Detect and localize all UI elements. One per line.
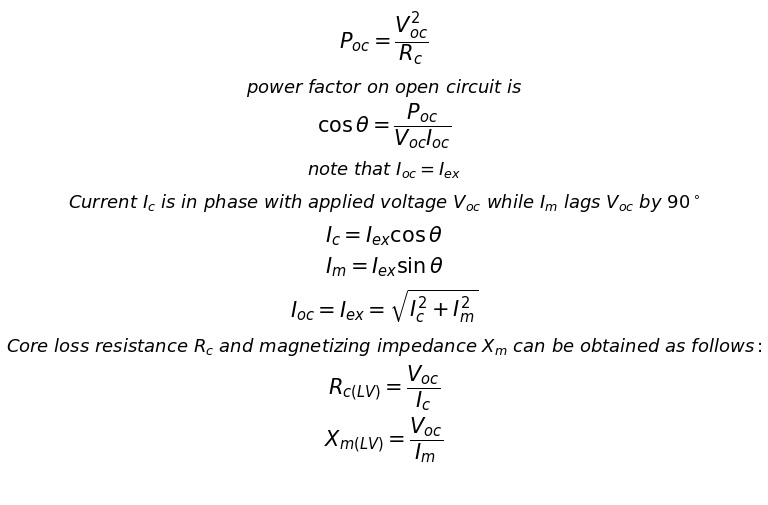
Text: $\it{Core\ loss\ resistance\ }R_c\it{\ and\ magnetizing\ impedance\ }X_m\it{\ ca: $\it{Core\ loss\ resistance\ }R_c\it{\ a… xyxy=(5,336,763,358)
Text: $X_{m(LV)} = \dfrac{V_{oc}}{I_m}$: $X_{m(LV)} = \dfrac{V_{oc}}{I_m}$ xyxy=(324,416,444,465)
Text: $\it{power\ factor\ on\ open\ circuit\ is}$: $\it{power\ factor\ on\ open\ circuit\ i… xyxy=(246,77,522,98)
Text: $\cos\theta = \dfrac{P_{oc}}{V_{oc}I_{oc}}$: $\cos\theta = \dfrac{P_{oc}}{V_{oc}I_{oc… xyxy=(316,101,452,151)
Text: $\it{Current\ }I_c\it{\ is\ in\ phase\ with\ applied\ voltage\ }V_{oc}\it{\ whil: $\it{Current\ }I_c\it{\ is\ in\ phase\ w… xyxy=(68,192,700,214)
Text: $R_{c(LV)} = \dfrac{V_{oc}}{I_c}$: $R_{c(LV)} = \dfrac{V_{oc}}{I_c}$ xyxy=(328,363,440,413)
Text: $P_{oc} = \dfrac{V_{oc}^{2}}{R_{c}}$: $P_{oc} = \dfrac{V_{oc}^{2}}{R_{c}}$ xyxy=(339,11,429,68)
Text: $I_c = I_{ex}\cos\theta$: $I_c = I_{ex}\cos\theta$ xyxy=(325,225,443,248)
Text: $\it{note\ that\ }I_{oc} = I_{ex}$: $\it{note\ that\ }I_{oc} = I_{ex}$ xyxy=(307,159,461,180)
Text: $I_m = I_{ex}\sin\theta$: $I_m = I_{ex}\sin\theta$ xyxy=(325,256,443,279)
Text: $I_{oc} = I_{ex} = \sqrt{I_c^2 + I_m^2}$: $I_{oc} = I_{ex} = \sqrt{I_c^2 + I_m^2}$ xyxy=(290,287,478,325)
